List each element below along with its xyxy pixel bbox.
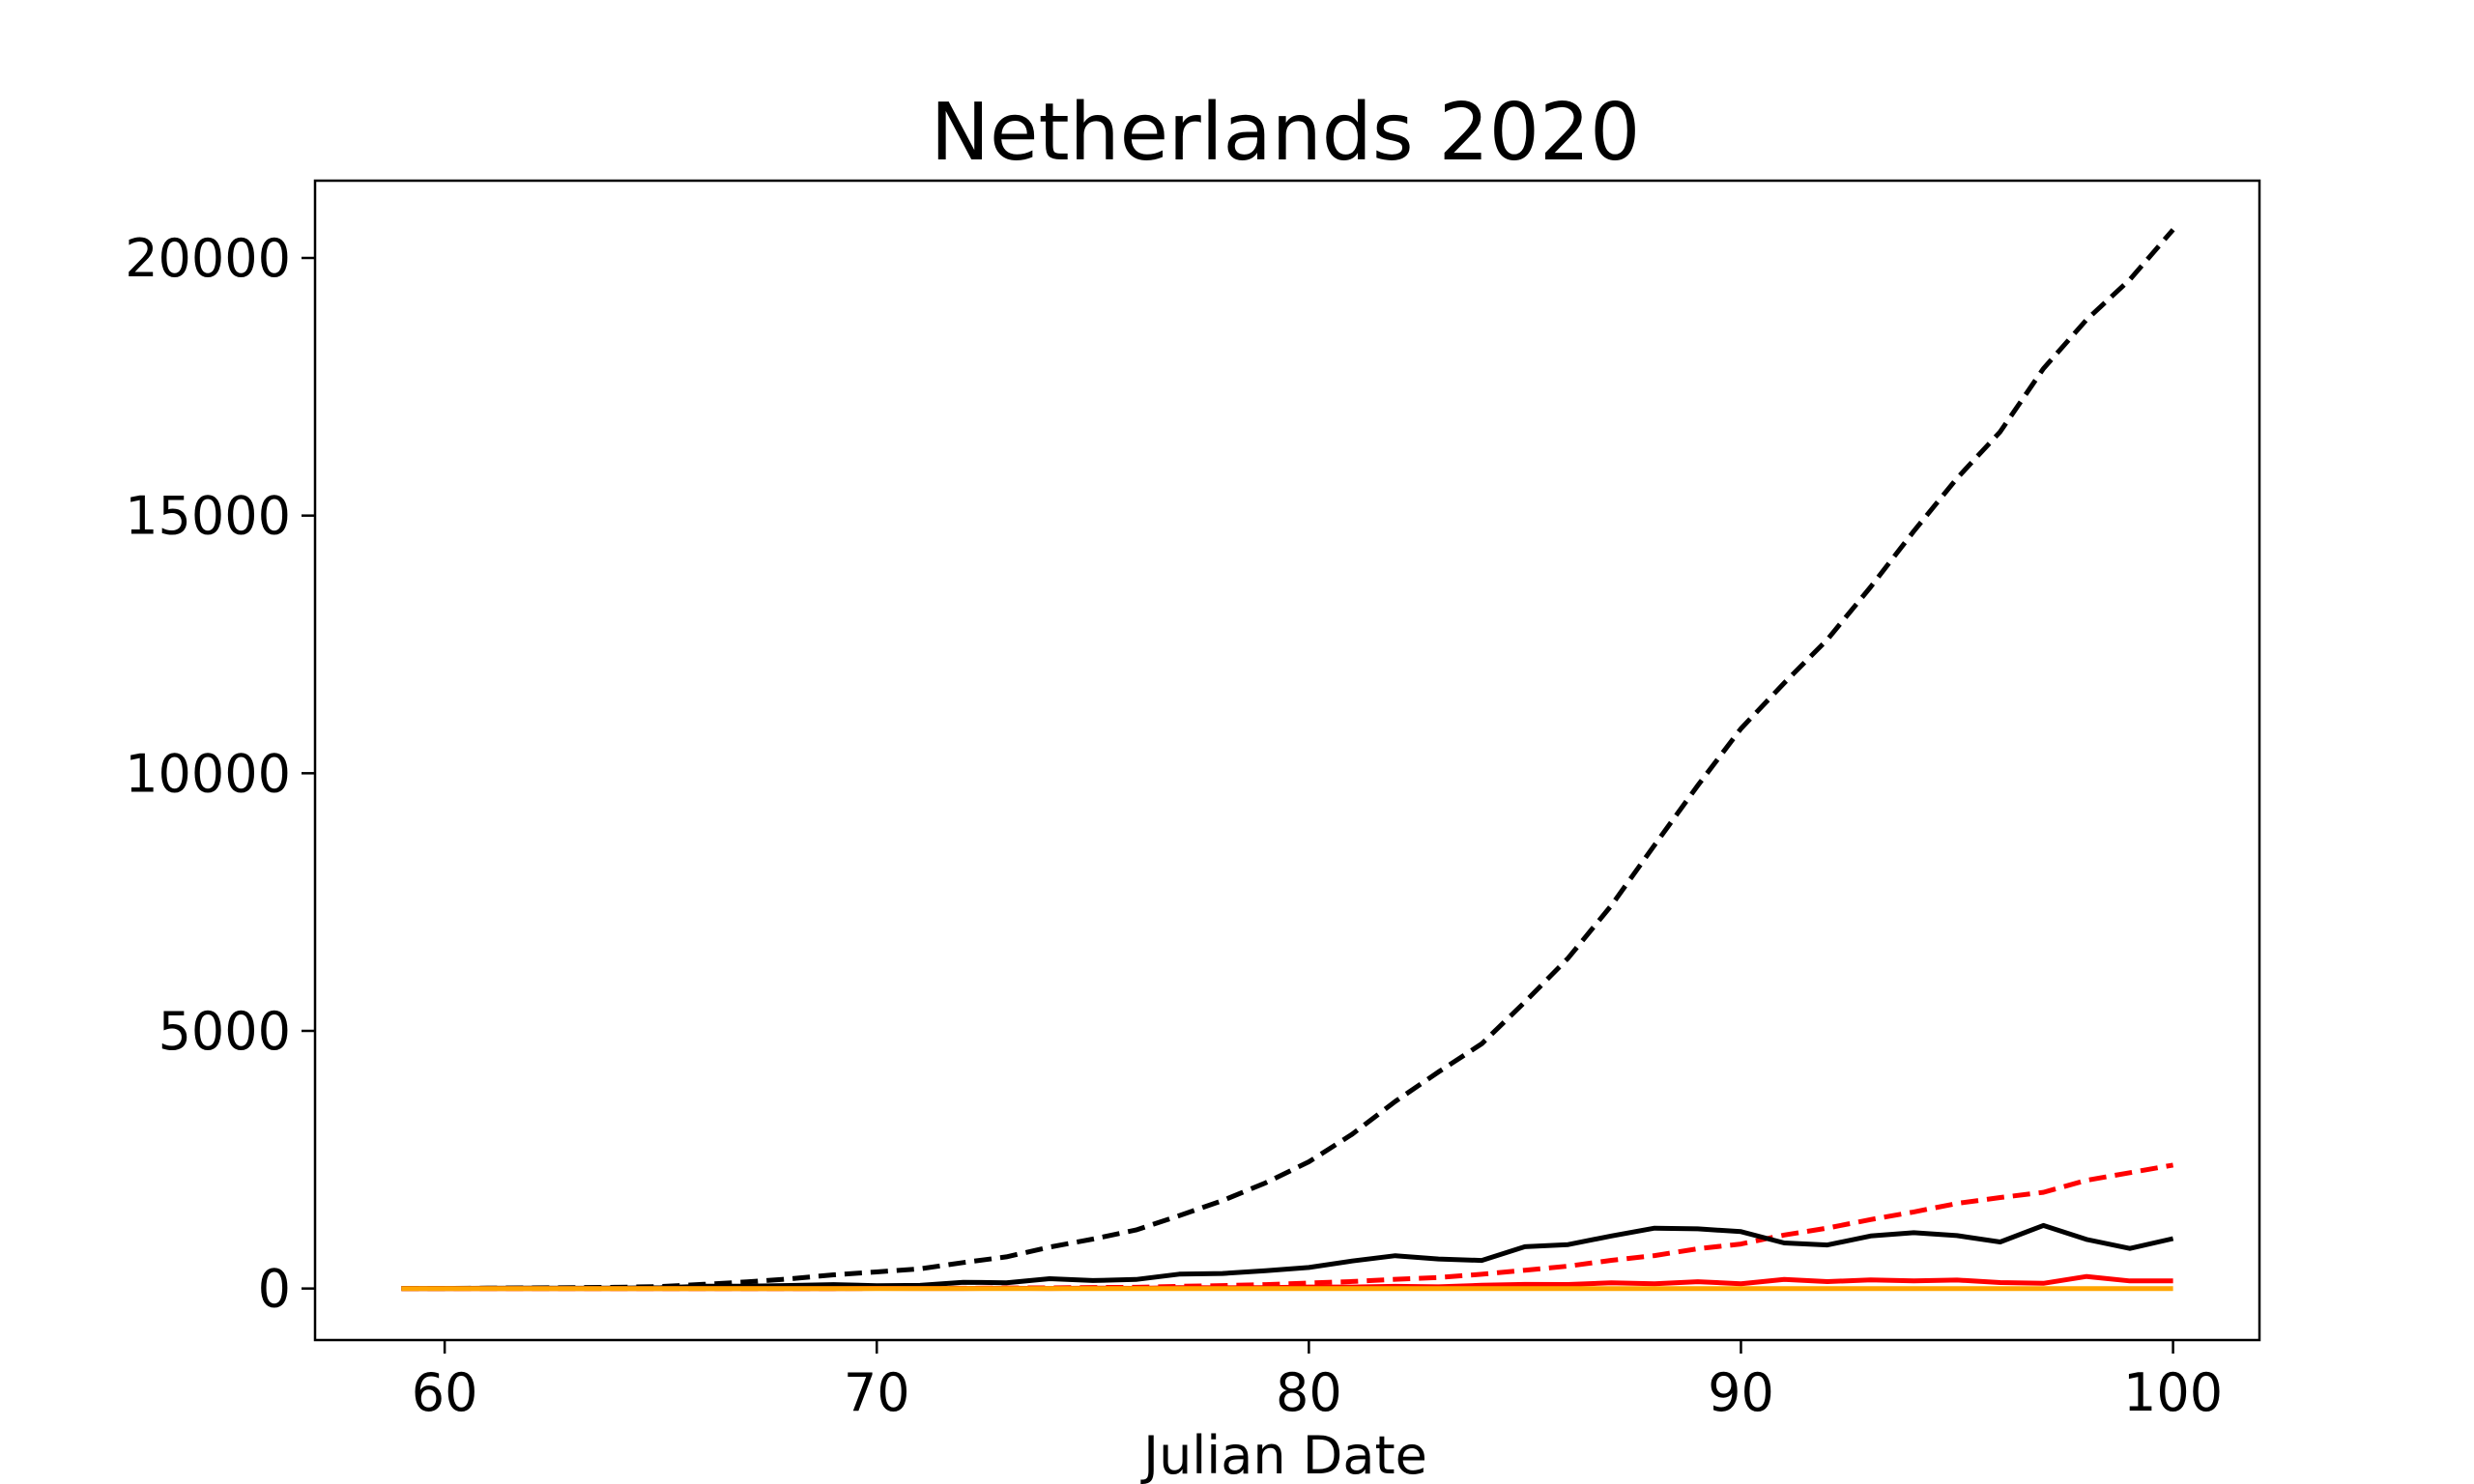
y-tick-label: 10000 [125, 743, 291, 804]
x-tick-label: 90 [1708, 1362, 1774, 1423]
x-tick-label: 100 [2123, 1362, 2223, 1423]
y-tick-label: 0 [258, 1259, 291, 1320]
series-line-1 [401, 228, 2175, 1292]
x-axis-label: Julian Date [1140, 1425, 1427, 1484]
x-tick-label: 80 [1276, 1362, 1342, 1423]
series-layer [401, 228, 2175, 1292]
x-axis: 60 70 80 90 100 [412, 1340, 2223, 1423]
y-axis: 0 5000 10000 15000 20000 [125, 228, 315, 1320]
y-tick-label: 5000 [158, 1001, 291, 1062]
x-tick-label: 70 [844, 1362, 910, 1423]
y-tick-label: 15000 [125, 486, 291, 547]
chart-title: Netherlands 2020 [931, 87, 1641, 179]
y-tick-label: 20000 [125, 228, 291, 289]
x-tick-label: 60 [412, 1362, 478, 1423]
plot-frame [313, 179, 2261, 1342]
